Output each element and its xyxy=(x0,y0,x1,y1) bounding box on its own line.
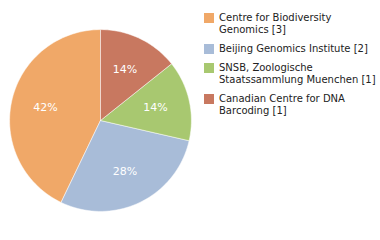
html-text:Canadian Centre for DNA Barcod: Canadian Centre for DNA Barcoding [1] xyxy=(219,93,345,116)
svg-text:42%: 42% xyxy=(33,101,57,114)
svg-text:28%: 28% xyxy=(113,165,137,178)
svg-text:14%: 14% xyxy=(113,63,137,76)
html-text:Centre for Biodiversity Genomi: Centre for Biodiversity Genomics [3] xyxy=(219,12,332,35)
html-text:SNSB, Zoologische Staatssammlu: SNSB, Zoologische Staatssammlung Muenche… xyxy=(219,62,376,85)
html-text:Beijing Genomics Institute [2]: Beijing Genomics Institute [2] xyxy=(219,43,368,54)
svg-text:14%: 14% xyxy=(143,101,167,114)
